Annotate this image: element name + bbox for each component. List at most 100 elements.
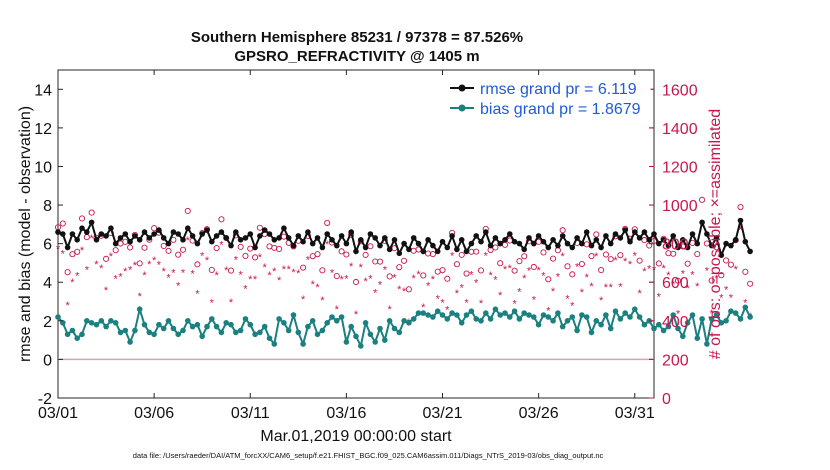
bias-point [612, 308, 619, 315]
obs-assimilated-marker: * [416, 269, 421, 281]
bias-point [555, 310, 561, 316]
obs-assimilated-marker: * [512, 298, 517, 310]
bias-point [79, 331, 85, 338]
rmse-point [656, 240, 662, 247]
legend-bias-marker [458, 104, 466, 112]
obs-possible-marker [578, 260, 585, 268]
rmse-point [463, 248, 470, 255]
bias-point [704, 341, 710, 347]
x-tick-label: 03/16 [326, 405, 366, 422]
obs-possible-marker [179, 246, 187, 253]
bias-point [535, 321, 542, 328]
obs-assimilated-marker: * [686, 283, 691, 295]
obs-possible-marker [64, 269, 71, 276]
obs-assimilated-marker: * [642, 266, 647, 278]
bias-point [670, 312, 676, 318]
bias-point [136, 306, 143, 313]
rmse-point [396, 250, 403, 257]
legend-rmse-label: rmse grand pr = 6.119 [480, 81, 637, 98]
obs-assimilated-marker: * [508, 263, 513, 275]
obs-assimilated-marker: * [484, 251, 489, 263]
obs-assimilated-marker: * [205, 255, 210, 267]
obs-possible-marker [602, 251, 609, 258]
rmse-point [718, 252, 725, 258]
bias-point [660, 327, 667, 334]
bias-point [607, 325, 614, 332]
obs-assimilated-marker: * [541, 271, 546, 283]
obs-assimilated-marker: * [320, 295, 325, 307]
bias-point [478, 318, 484, 324]
bias-point [651, 325, 657, 332]
obs-assimilated-marker: * [474, 277, 479, 289]
obs-possible-marker [607, 256, 614, 263]
obs-assimilated-marker: * [344, 273, 349, 285]
y-tick-label: 0 [43, 352, 52, 369]
rmse-point [737, 217, 744, 224]
bias-point [358, 343, 364, 349]
obs-assimilated-marker: * [253, 274, 258, 286]
bias-point [502, 310, 508, 316]
obs-possible-marker [545, 276, 552, 283]
obs-assimilated-marker: * [561, 251, 566, 263]
obs-possible-marker [352, 278, 360, 286]
obs-possible-marker [670, 250, 677, 257]
bias-point [656, 321, 662, 328]
obs-possible-marker [703, 240, 710, 247]
rmse-point [132, 233, 138, 239]
bias-point [540, 312, 547, 318]
bias-point [641, 321, 648, 328]
bias-point [156, 321, 162, 328]
obs-assimilated-marker: * [176, 280, 181, 292]
legend-bias-label: bias grand pr = 1.8679 [480, 101, 641, 118]
bias-point [223, 320, 229, 326]
obs-possible-marker [242, 252, 249, 259]
obs-assimilated-marker: * [705, 265, 710, 277]
obs-assimilated-marker: * [311, 279, 316, 291]
obs-assimilated-marker: * [263, 262, 268, 274]
bias-point [218, 329, 225, 336]
obs-assimilated-marker: * [661, 263, 666, 275]
rmse-point [324, 231, 331, 237]
rmse-point [487, 242, 494, 249]
obs-possible-marker [694, 251, 701, 258]
bias-point [449, 310, 455, 316]
obs-assimilated-marker: * [157, 260, 162, 272]
obs-assimilated-marker: * [719, 293, 724, 305]
rmse-point [266, 231, 273, 237]
obs-assimilated-marker: * [200, 251, 205, 263]
bias-point [401, 318, 407, 324]
obs-assimilated-marker: * [537, 265, 542, 277]
bias-point [362, 320, 369, 326]
obs-assimilated-marker: * [556, 271, 561, 283]
rmse-point [473, 233, 480, 239]
rmse-point [64, 244, 71, 251]
bias-point [74, 335, 80, 342]
bias-point [598, 321, 604, 328]
bias-point [141, 321, 148, 328]
bias-point [194, 321, 201, 328]
rmse-point [564, 240, 571, 247]
bias-point [160, 325, 167, 332]
bias-point [507, 314, 513, 320]
obs-assimilated-marker: * [421, 302, 426, 314]
bias-point [377, 325, 383, 332]
obs-possible-marker [386, 273, 393, 280]
bias-point [468, 308, 475, 315]
rmse-point [194, 240, 201, 247]
rmse-point [103, 233, 109, 239]
rmse-point [680, 237, 686, 243]
bias-point [526, 312, 532, 318]
y-tick-label: 10 [34, 159, 52, 176]
bias-point [545, 314, 552, 320]
rmse-point [588, 242, 595, 249]
bias-point [382, 337, 388, 343]
obs-assimilated-marker: * [594, 251, 599, 263]
obs-possible-marker [338, 248, 345, 255]
bias-point [434, 308, 441, 315]
obs-assimilated-marker: * [128, 264, 133, 276]
obs-assimilated-marker: * [666, 270, 671, 282]
rmse-point [401, 240, 407, 247]
bias-point [444, 316, 451, 322]
obs-assimilated-marker: * [306, 255, 311, 267]
obs-assimilated-marker: * [186, 235, 191, 247]
